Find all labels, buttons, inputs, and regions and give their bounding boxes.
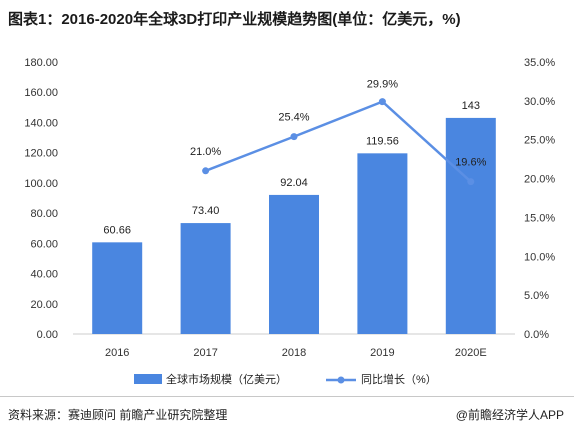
growth-value-label: 19.6% xyxy=(455,157,486,169)
y-right-tick-label: 0.0% xyxy=(524,329,549,341)
bar-value-label: 73.40 xyxy=(192,205,220,217)
y-left-tick-label: 180.00 xyxy=(24,57,58,69)
y-left-tick-label: 120.00 xyxy=(24,148,58,160)
y-left-tick-label: 0.00 xyxy=(37,329,58,341)
x-tick-label: 2016 xyxy=(105,347,129,359)
source-note: 资料来源：赛迪顾问 前瞻产业研究院整理 xyxy=(8,408,228,422)
x-tick-label: 2018 xyxy=(282,347,306,359)
growth-value-label: 25.4% xyxy=(278,112,309,124)
y-right-tick-label: 35.0% xyxy=(524,57,555,69)
y-right-tick-label: 15.0% xyxy=(524,212,555,224)
chart-title: 图表1：2016-2020年全球3D打印产业规模趋势图(单位：亿美元，%) xyxy=(8,11,461,28)
x-tick-label: 2020E xyxy=(455,347,487,359)
bar xyxy=(357,153,408,334)
growth-point xyxy=(290,133,298,141)
y-right-tick-label: 25.0% xyxy=(524,135,555,147)
footer-divider xyxy=(0,396,574,397)
bar-value-label: 119.56 xyxy=(366,135,399,147)
growth-point xyxy=(467,178,475,186)
legend-bar-swatch xyxy=(134,374,162,384)
legend-line-label: 同比增长（%） xyxy=(361,372,437,386)
y-left-tick-label: 40.00 xyxy=(30,269,58,281)
x-tick-label: 2019 xyxy=(370,347,394,359)
growth-value-label: 29.9% xyxy=(367,79,398,91)
y-left-tick-label: 20.00 xyxy=(30,299,58,311)
bar xyxy=(269,194,319,334)
y-left-tick-label: 80.00 xyxy=(30,208,58,220)
y-left-tick-label: 100.00 xyxy=(24,178,58,190)
bar xyxy=(92,242,143,334)
y-left-tick-label: 60.00 xyxy=(30,238,58,250)
growth-point xyxy=(378,98,386,106)
legend-line-marker xyxy=(337,376,345,384)
bar xyxy=(180,223,231,334)
bar-value-label: 143 xyxy=(462,100,480,112)
bar xyxy=(445,117,496,335)
growth-line xyxy=(205,100,472,183)
growth-value-label: 21.0% xyxy=(190,146,221,158)
bar-value-label: 92.04 xyxy=(280,177,308,189)
bar-value-label: 60.66 xyxy=(103,224,131,236)
growth-point xyxy=(202,167,210,175)
y-right-tick-label: 10.0% xyxy=(524,251,555,263)
brand-credit: @前瞻经济学人APP xyxy=(455,408,564,422)
y-right-tick-label: 20.0% xyxy=(524,174,555,186)
y-right-tick-label: 5.0% xyxy=(524,290,549,302)
y-left-tick-label: 160.00 xyxy=(24,87,58,99)
y-right-tick-label: 30.0% xyxy=(524,96,555,108)
legend-bar-label: 全球市场规模（亿美元） xyxy=(166,372,287,386)
y-left-tick-label: 140.00 xyxy=(24,117,58,129)
x-tick-label: 2017 xyxy=(193,347,217,359)
chart: 0.00 20.00 40.00 60.00 80.00 100.00 120.00 140.… xyxy=(24,57,555,386)
